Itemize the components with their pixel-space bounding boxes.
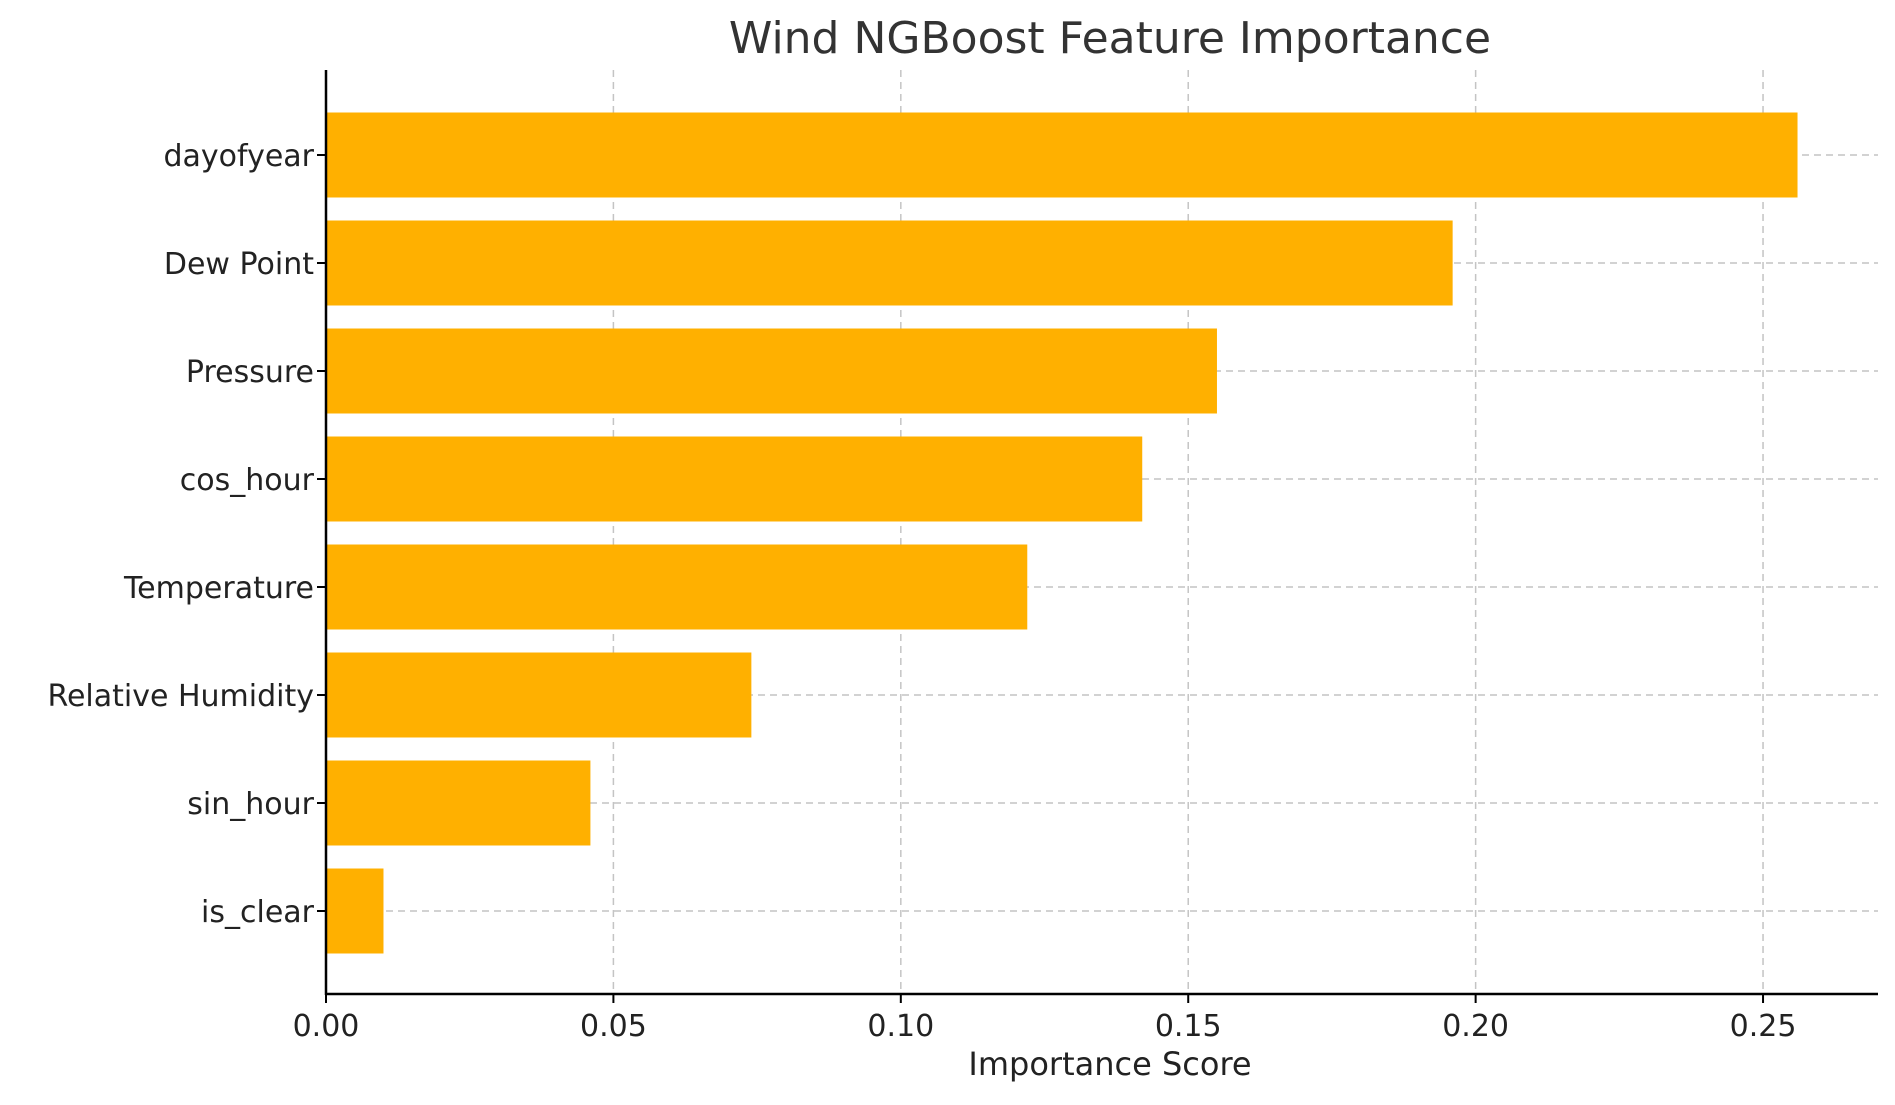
axis-layer: 0.00 0.05 0.10 0.15 0.20 0.25 dayofyear Dew Poi… [47, 70, 1878, 1044]
y-tick-label: cos_hour [180, 463, 315, 498]
y-tick-label: Temperature [123, 571, 314, 606]
y-tick-label: Dew Point [164, 247, 314, 282]
bar-is-clear [326, 868, 384, 954]
x-axis-label: Importance Score [968, 1045, 1251, 1083]
y-tick-label: sin_hour [187, 787, 314, 822]
bar-sin-hour [326, 760, 591, 846]
grid-layer [325, 70, 1878, 994]
x-tick-label: 0.15 [1155, 1009, 1222, 1044]
chart-title: Wind NGBoost Feature Importance [729, 13, 1491, 64]
bar-cos-hour [326, 436, 1143, 522]
y-tick-label: Pressure [186, 355, 314, 390]
y-tick-label: dayofyear [164, 139, 315, 174]
x-tick-label: 0.10 [867, 1009, 934, 1044]
x-tick-label: 0.25 [1730, 1009, 1797, 1044]
y-tick-label: Relative Humidity [47, 679, 314, 714]
bar-dew-point [326, 220, 1453, 306]
bar-pressure [326, 328, 1217, 414]
bar-relative-humidity [326, 652, 752, 738]
x-tick-label: 0.05 [580, 1009, 647, 1044]
x-tick-label: 0.00 [293, 1009, 360, 1044]
bar-temperature [326, 544, 1028, 630]
bar-dayofyear [326, 112, 1798, 198]
x-tick-label: 0.20 [1442, 1009, 1509, 1044]
bar-layer [326, 112, 1798, 954]
y-tick-label: is_clear [201, 895, 315, 930]
